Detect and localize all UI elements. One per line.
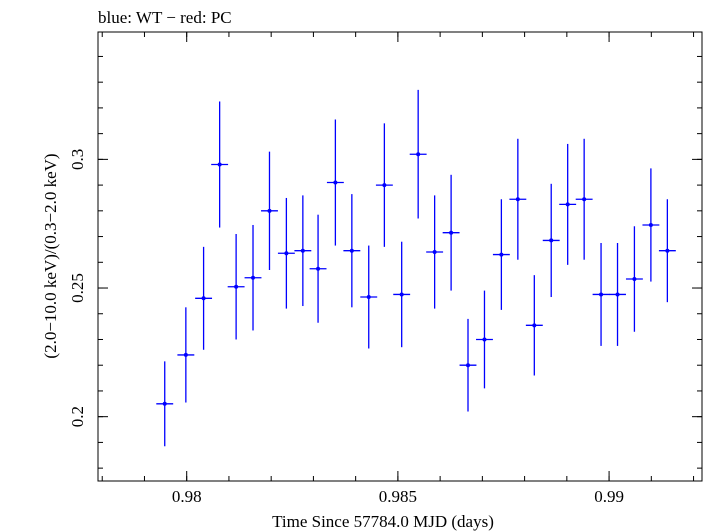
- x-axis-label: Time Since 57784.0 MJD (days): [272, 512, 494, 531]
- point-marker: [466, 363, 471, 368]
- data-point: [509, 138, 527, 260]
- data-point: [227, 233, 245, 340]
- point-marker: [316, 266, 321, 271]
- point-marker: [234, 284, 239, 289]
- data-point: [261, 151, 278, 271]
- point-marker: [582, 197, 587, 202]
- point-marker: [366, 295, 371, 300]
- data-point: [409, 89, 427, 219]
- point-marker: [267, 208, 272, 213]
- data-point: [360, 245, 378, 349]
- point-marker: [599, 292, 604, 297]
- chart-title: blue: WT − red: PC: [98, 8, 232, 27]
- point-marker: [217, 162, 222, 167]
- data-point: [658, 199, 676, 303]
- point-marker: [532, 323, 537, 328]
- data-point: [442, 174, 460, 291]
- axis-tick-labels: 0.98 0.985 0.99 0.2 0.25 0.3: [68, 149, 624, 506]
- point-marker: [201, 296, 206, 301]
- data-point: [244, 224, 262, 331]
- point-marker: [549, 238, 554, 243]
- data-point: [492, 199, 510, 310]
- data-point: [343, 194, 361, 308]
- data-point: [309, 214, 327, 323]
- point-marker: [399, 292, 404, 297]
- data-point: [277, 197, 295, 309]
- point-marker: [648, 222, 653, 227]
- data-point: [609, 242, 626, 346]
- point-marker: [284, 251, 289, 256]
- data-point: [195, 246, 213, 350]
- x-tick-label: 0.985: [379, 487, 417, 506]
- point-marker: [251, 275, 256, 280]
- point-marker: [183, 352, 188, 357]
- data-point: [375, 123, 393, 247]
- data-point: [559, 143, 577, 265]
- point-marker: [382, 183, 387, 188]
- point-marker: [515, 197, 520, 202]
- y-tick-label: 0.25: [68, 273, 87, 303]
- data-point: [542, 183, 560, 298]
- data-point: [211, 101, 229, 228]
- data-point: [575, 138, 593, 260]
- data-point: [642, 168, 660, 282]
- data-point: [459, 318, 477, 412]
- plot-frame: [97, 31, 703, 482]
- point-marker: [349, 248, 354, 253]
- point-marker: [665, 248, 670, 253]
- point-marker: [482, 337, 487, 342]
- data-series: [156, 89, 676, 447]
- point-marker: [632, 277, 637, 282]
- data-point: [294, 195, 312, 307]
- data-point: [156, 361, 174, 447]
- point-marker: [449, 230, 454, 235]
- point-marker: [162, 401, 167, 406]
- data-point: [476, 290, 493, 389]
- y-axis-label: (2.0−10.0 keV)/(0.3−2.0 keV): [41, 153, 60, 358]
- point-marker: [615, 292, 620, 297]
- point-marker: [416, 152, 421, 157]
- axis-ticks: [98, 32, 702, 481]
- x-tick-label: 0.99: [594, 487, 624, 506]
- data-point: [592, 242, 610, 346]
- data-point: [393, 241, 411, 348]
- y-tick-label: 0.2: [68, 406, 87, 427]
- data-point: [326, 119, 344, 246]
- x-tick-label: 0.98: [172, 487, 202, 506]
- point-marker: [333, 180, 338, 185]
- point-marker: [565, 202, 570, 207]
- point-marker: [432, 249, 437, 254]
- point-marker: [499, 252, 504, 257]
- data-point: [426, 195, 444, 309]
- data-point: [625, 226, 643, 332]
- y-tick-label: 0.3: [68, 149, 87, 170]
- point-marker: [300, 248, 305, 253]
- data-point: [525, 275, 543, 376]
- data-point: [177, 307, 195, 403]
